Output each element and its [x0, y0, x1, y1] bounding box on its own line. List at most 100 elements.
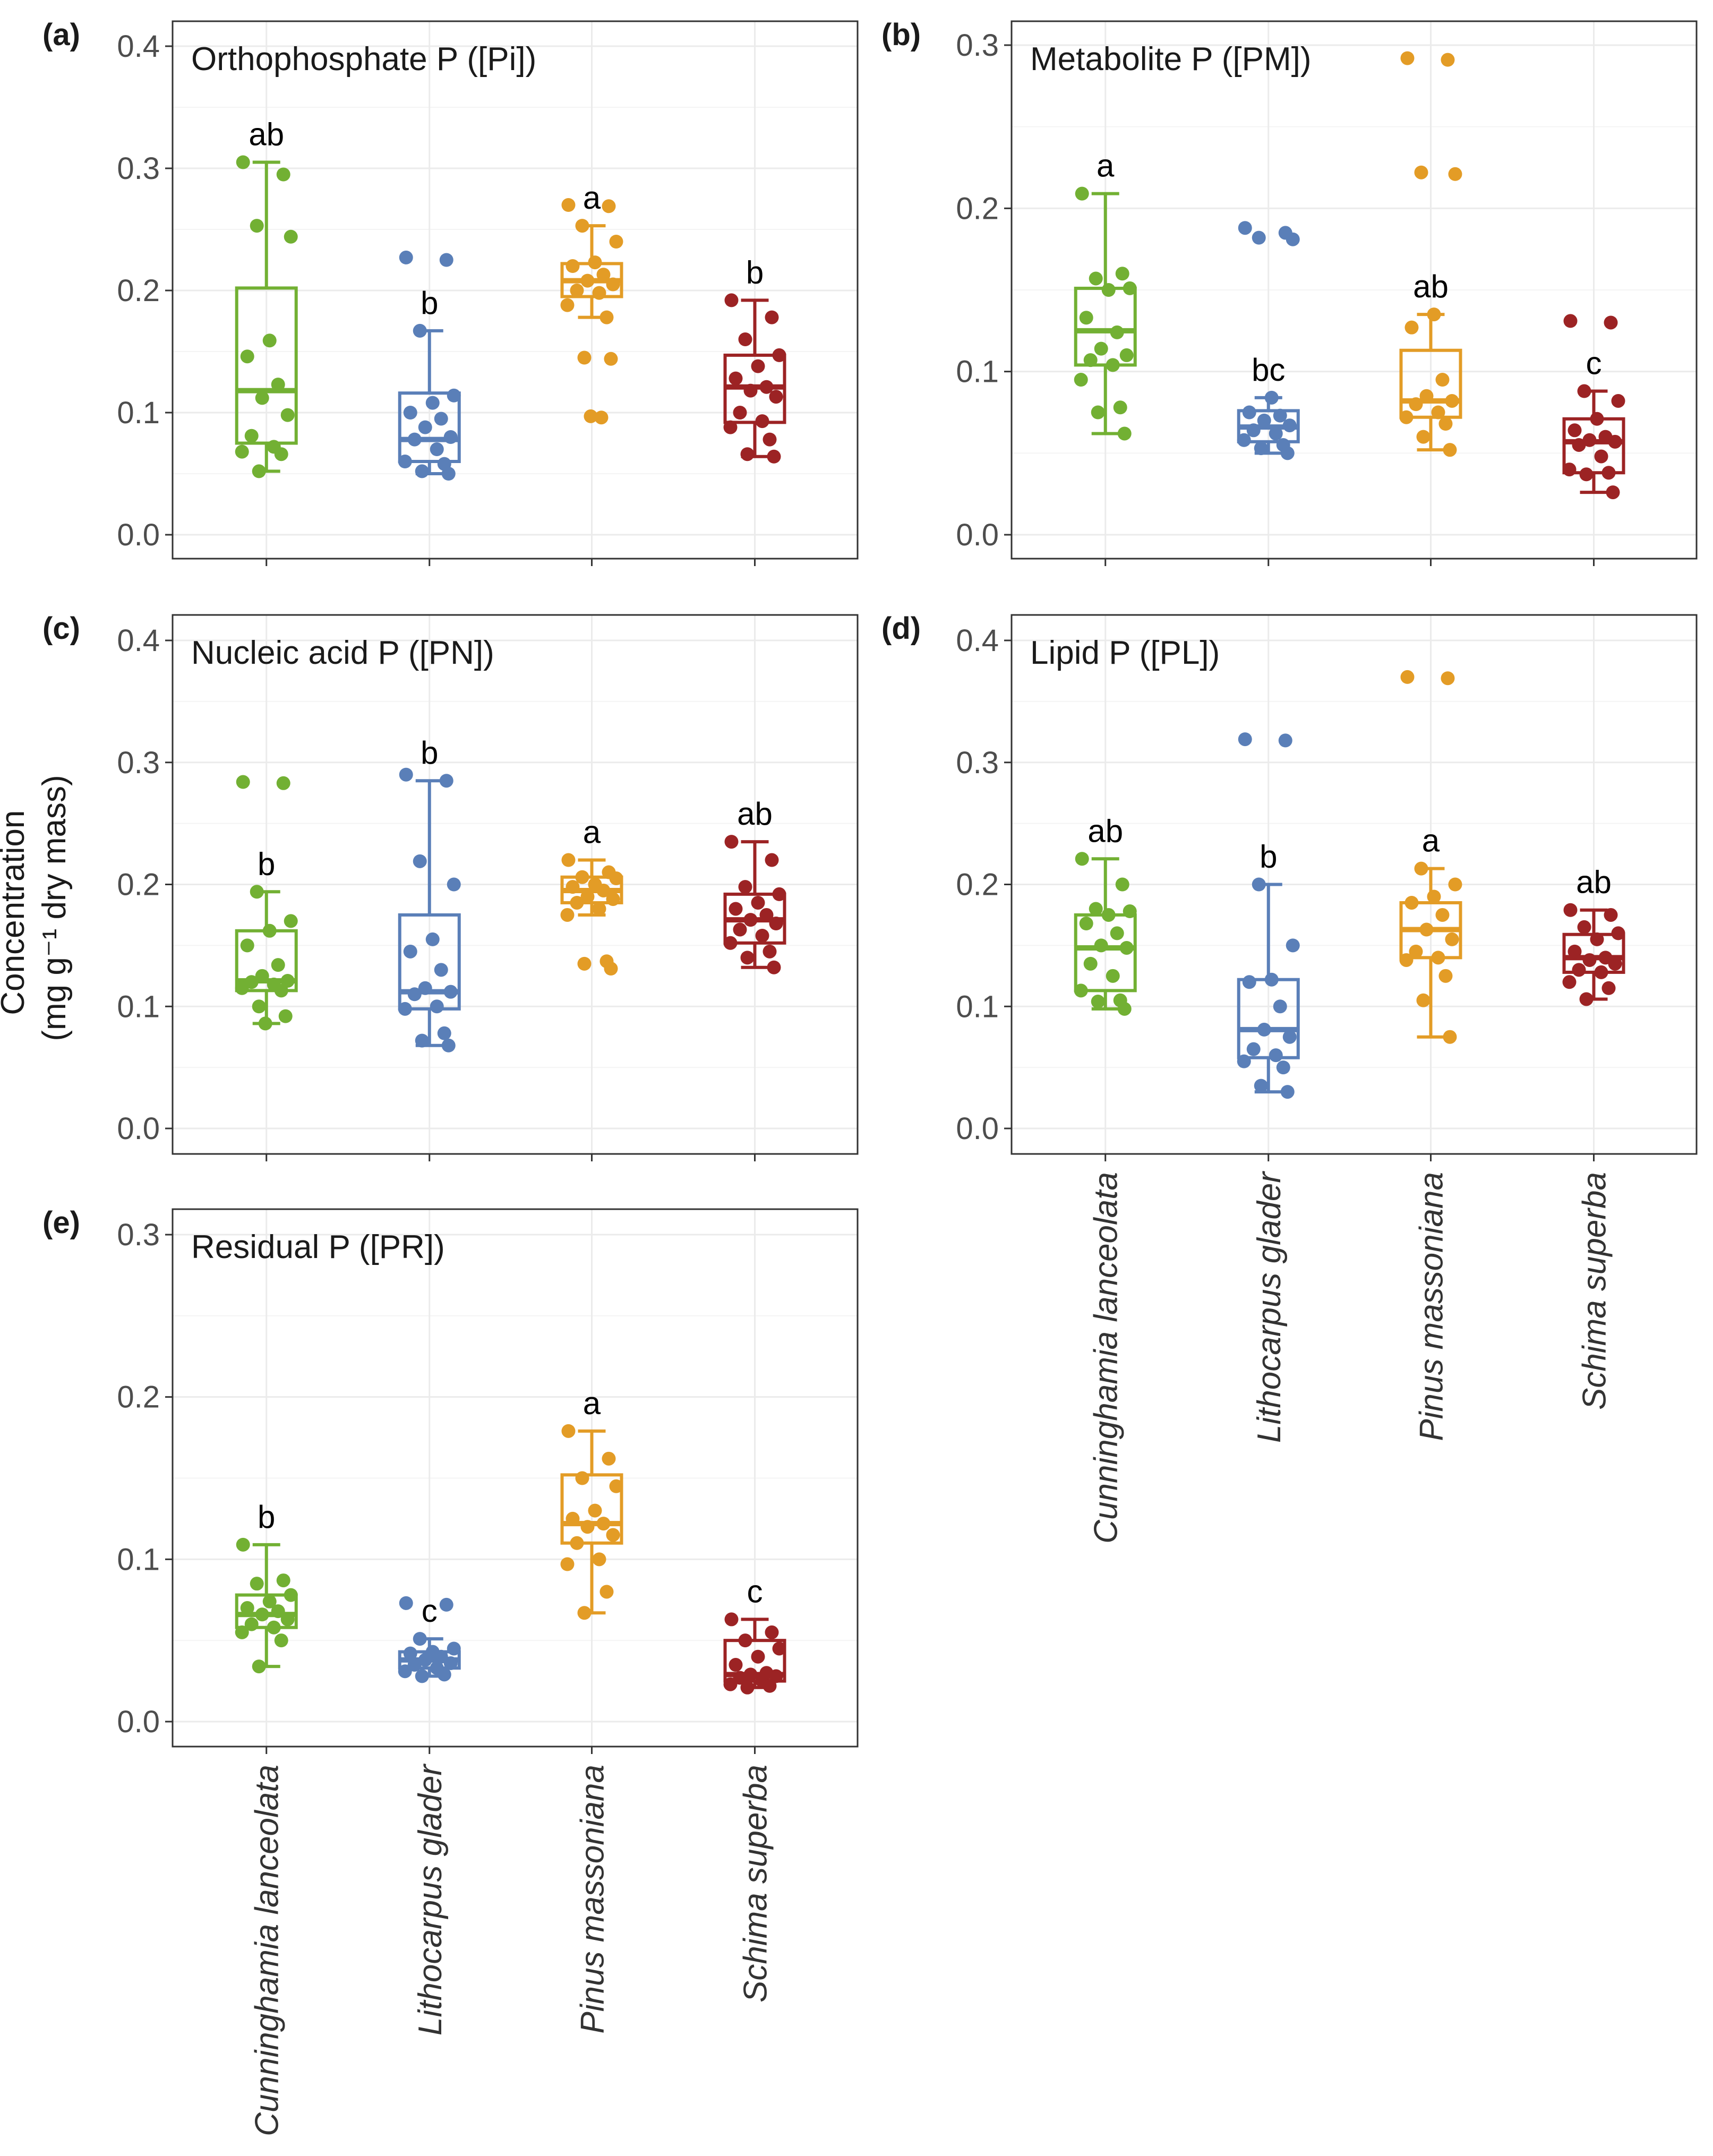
- data-point: [738, 880, 752, 894]
- data-point: [1273, 999, 1287, 1014]
- data-point: [415, 1033, 429, 1048]
- data-point: [1083, 956, 1098, 971]
- data-point: [252, 999, 266, 1014]
- data-point: [276, 1573, 290, 1588]
- data-point: [724, 1612, 739, 1627]
- box-iqr: [235, 1593, 298, 1629]
- data-point: [413, 323, 427, 338]
- data-point: [1123, 904, 1137, 919]
- data-point: [1419, 389, 1434, 403]
- data-point: [743, 1667, 758, 1682]
- data-point: [278, 1009, 293, 1023]
- data-point: [1238, 221, 1252, 235]
- data-point: [236, 1537, 250, 1552]
- data-point: [284, 1588, 298, 1602]
- box-group-3: b: [723, 254, 786, 464]
- data-point: [274, 447, 288, 461]
- data-point: [1280, 446, 1295, 460]
- panel-title: Orthophosphate P ([Pi]): [191, 41, 536, 78]
- significance-letter: b: [746, 254, 764, 290]
- data-point: [271, 1604, 285, 1619]
- significance-letter: ab: [737, 796, 773, 832]
- data-point: [1601, 981, 1616, 995]
- data-point: [1404, 320, 1419, 335]
- data-point: [403, 944, 417, 959]
- data-point: [765, 853, 779, 867]
- data-point: [723, 420, 738, 434]
- box-group-3: c: [723, 1573, 786, 1695]
- data-point: [566, 259, 580, 273]
- y-tick-label: 0.0: [956, 1111, 999, 1146]
- box-iqr: [398, 913, 461, 1011]
- box-group-2: a: [560, 1385, 623, 1620]
- box-group-1: bc: [1237, 221, 1300, 460]
- box-group-1: b: [398, 250, 461, 481]
- data-point: [596, 268, 611, 282]
- data-point: [439, 774, 453, 788]
- significance-letter: b: [1260, 839, 1277, 875]
- y-tick-label: 0.2: [117, 868, 160, 902]
- data-point: [1115, 267, 1129, 281]
- data-point: [1119, 940, 1134, 955]
- data-point: [1579, 992, 1594, 1006]
- data-point: [284, 229, 298, 244]
- significance-letter: b: [421, 285, 438, 321]
- data-point: [1448, 877, 1462, 892]
- data-point: [235, 981, 249, 995]
- data-point: [580, 1520, 595, 1534]
- data-point: [244, 1617, 259, 1631]
- data-point: [1562, 975, 1577, 989]
- data-point: [769, 1669, 783, 1683]
- data-point: [255, 1607, 269, 1622]
- data-point: [425, 396, 440, 410]
- data-point: [437, 1667, 451, 1682]
- data-point: [592, 902, 606, 916]
- significance-letter: b: [421, 735, 438, 771]
- data-point: [255, 969, 269, 983]
- data-point: [418, 420, 432, 434]
- data-point: [413, 854, 427, 868]
- data-point: [767, 449, 781, 464]
- panel-label: (a): [42, 18, 80, 52]
- data-point: [447, 388, 461, 403]
- data-point: [560, 908, 575, 922]
- data-point: [235, 1625, 249, 1639]
- panel-border: [172, 20, 859, 560]
- data-point: [262, 333, 277, 348]
- data-point: [751, 359, 765, 373]
- data-point: [1075, 852, 1089, 866]
- data-point: [441, 467, 456, 481]
- panel-label: (d): [881, 611, 921, 646]
- y-tick-label: 0.2: [117, 1380, 160, 1415]
- data-point: [240, 1601, 254, 1615]
- data-point: [1091, 995, 1105, 1009]
- panel-label: (e): [42, 1205, 80, 1240]
- significance-letter: c: [747, 1573, 763, 1609]
- box-group-1: c: [398, 1593, 461, 1683]
- data-point: [575, 219, 589, 233]
- data-point: [1438, 417, 1453, 431]
- data-point: [418, 1653, 432, 1667]
- data-point: [1254, 441, 1268, 456]
- y-tick-label: 0.1: [117, 989, 160, 1024]
- data-point: [729, 902, 743, 916]
- data-point: [1242, 975, 1256, 989]
- data-point: [1091, 405, 1105, 420]
- data-point: [1079, 917, 1093, 931]
- data-point: [606, 1528, 620, 1542]
- significance-letter: bc: [1252, 352, 1285, 388]
- y-tick-label: 0.4: [117, 29, 160, 64]
- data-point: [1443, 443, 1457, 457]
- box-group-1: b: [1237, 732, 1300, 1099]
- data-point: [250, 885, 264, 899]
- data-point: [1414, 165, 1428, 179]
- y-tick-label: 0.2: [956, 868, 999, 902]
- data-point: [1590, 412, 1604, 426]
- data-point: [1594, 965, 1608, 979]
- data-point: [1427, 889, 1441, 904]
- data-point: [1400, 51, 1415, 65]
- box-group-2: a: [560, 815, 623, 976]
- data-point: [1568, 944, 1582, 959]
- data-point: [415, 464, 429, 478]
- significance-letter: ab: [1413, 269, 1449, 304]
